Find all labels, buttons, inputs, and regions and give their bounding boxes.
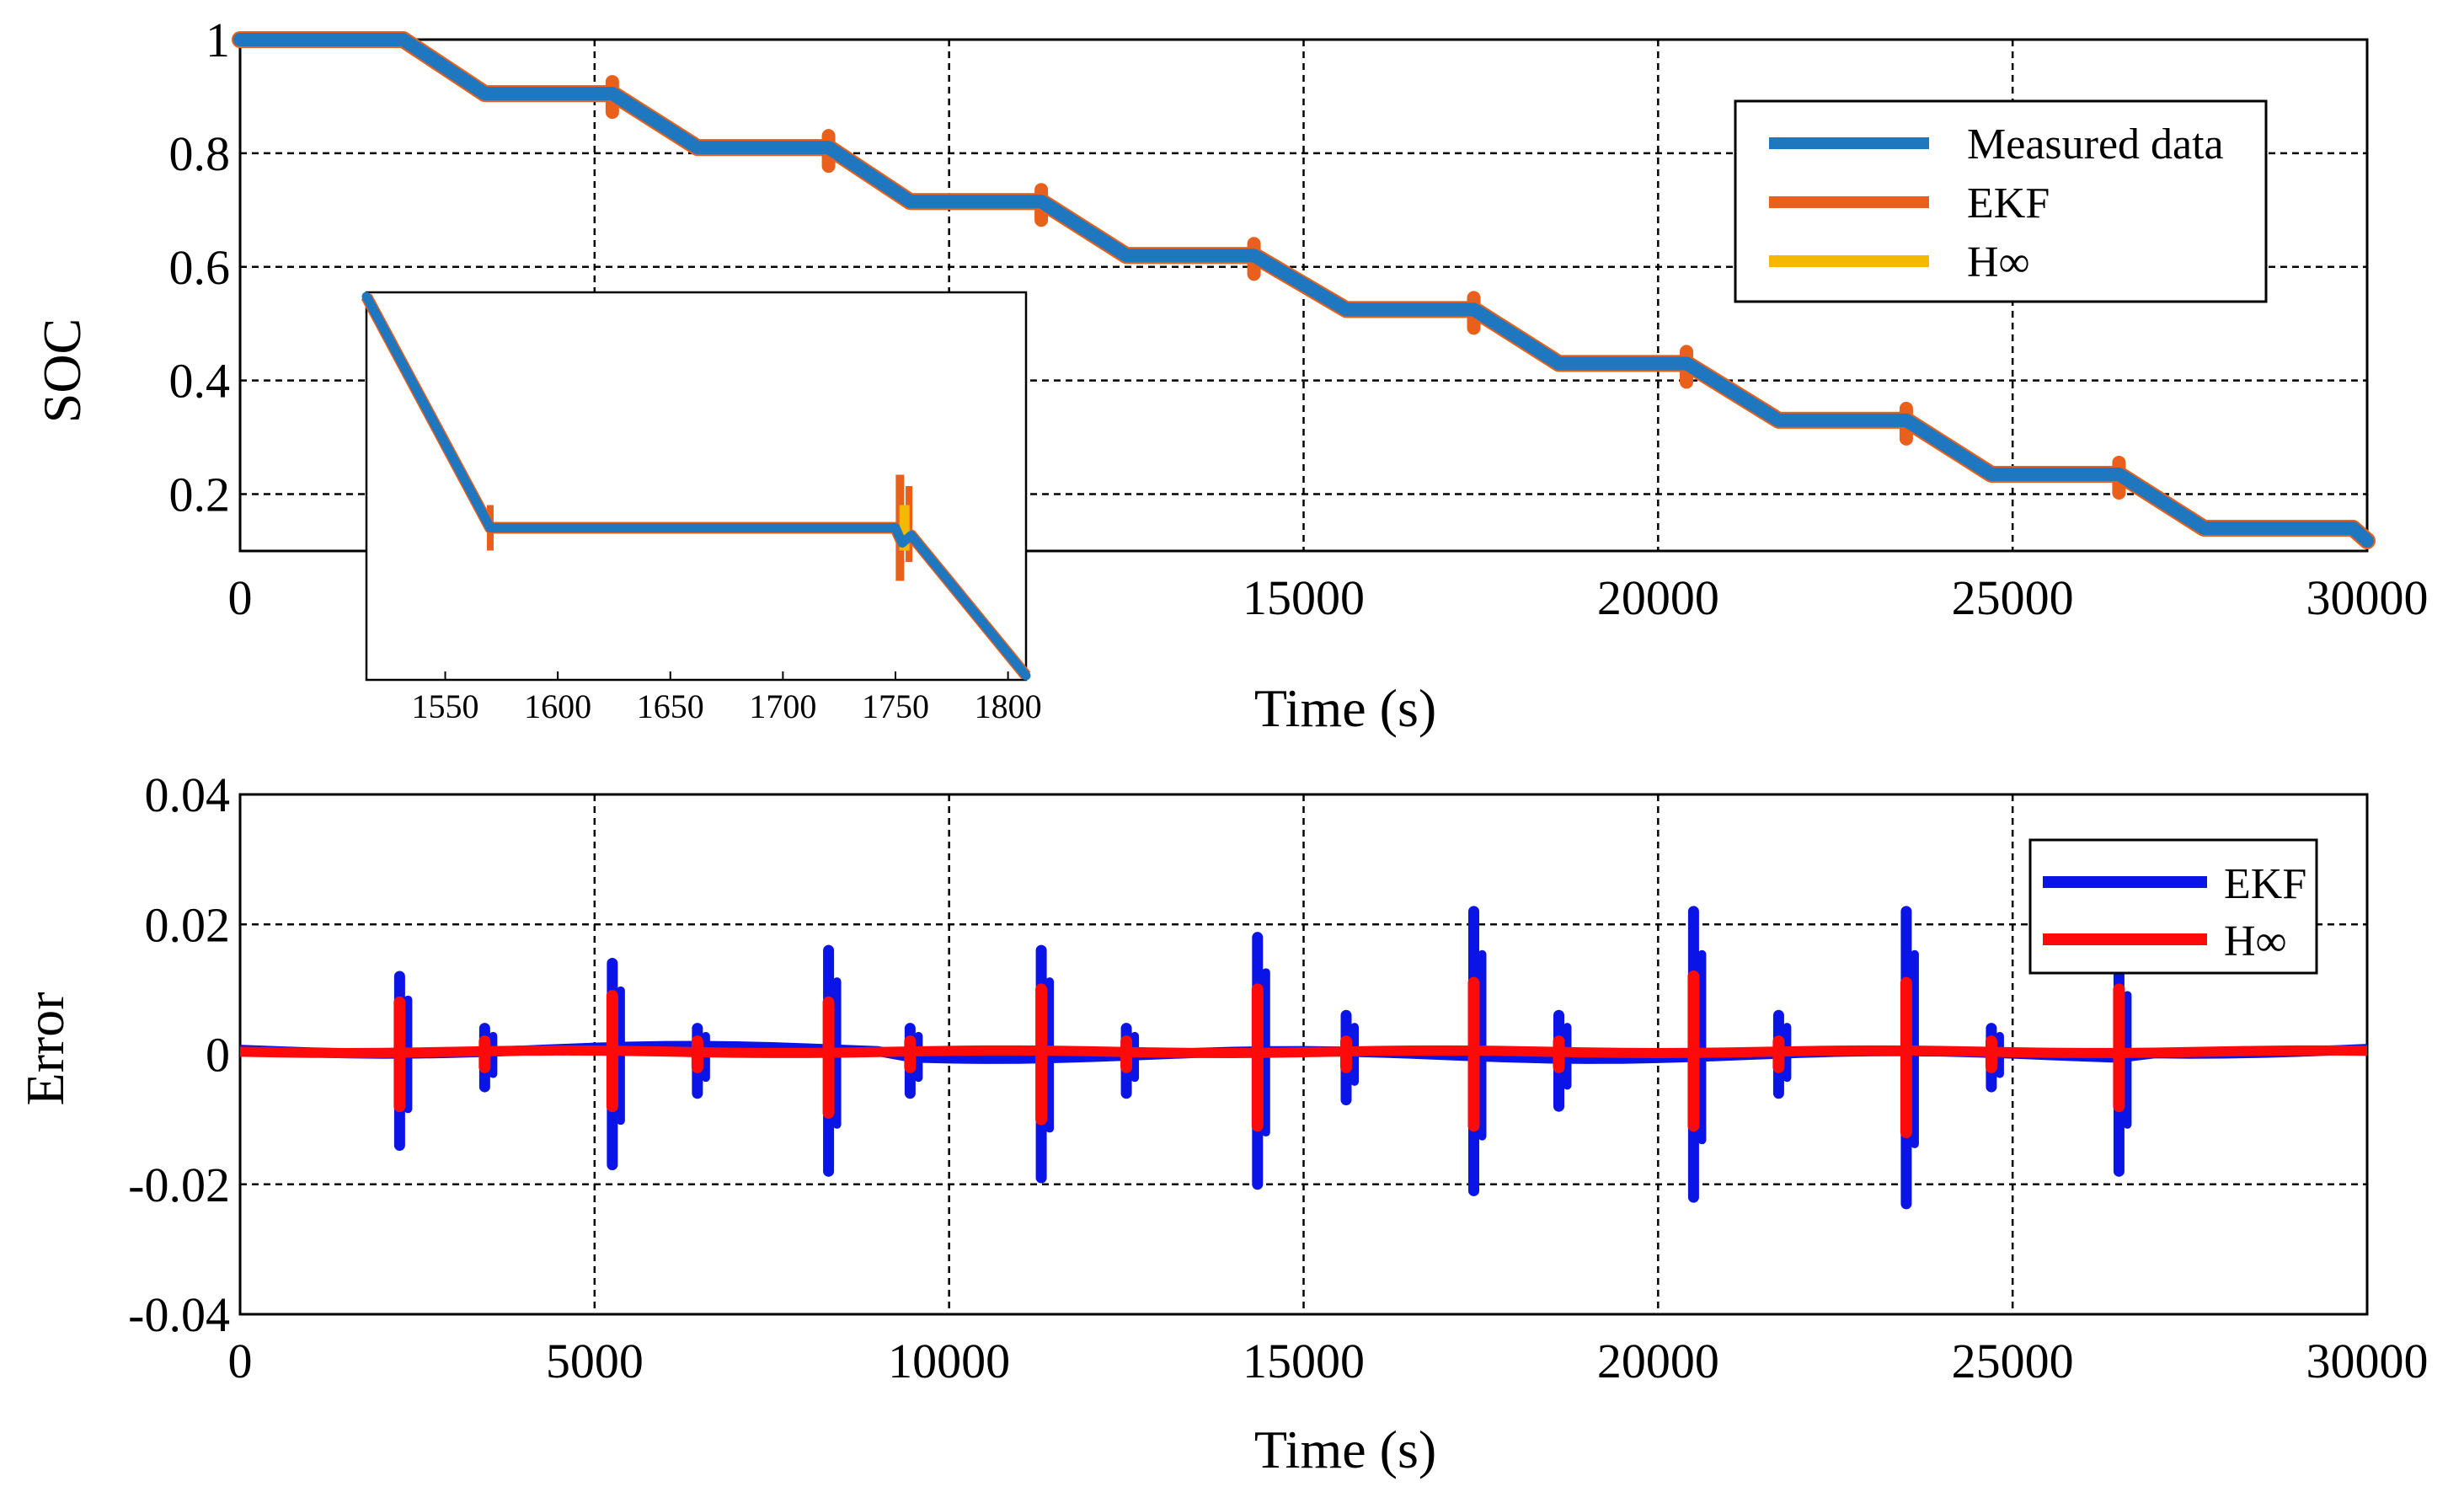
soc-xtick-label: 0 xyxy=(228,570,253,625)
inset-plot-area xyxy=(365,291,1028,682)
soc-measured-line xyxy=(233,33,2374,548)
inset-ticks: 1550 1600 1650 1700 1750 1800 xyxy=(412,671,1042,725)
soc-inset: 1550 1600 1650 1700 1750 1800 xyxy=(361,291,1042,725)
soc-xtick-label: 15000 xyxy=(1243,570,1365,625)
inset-series xyxy=(361,291,1031,681)
error-ytick-label: 0.04 xyxy=(145,767,231,822)
soc-legend: Measured data EKF H∞ xyxy=(1734,99,2268,303)
error-ytick-label: -0.04 xyxy=(128,1287,230,1342)
soc-xtick-label: 30000 xyxy=(2306,570,2429,625)
error-xtick-label: 20000 xyxy=(1597,1334,1719,1388)
legend-label-measured: Measured data xyxy=(1967,120,2224,168)
inset-xtick-label: 1700 xyxy=(749,687,816,725)
inset-xtick-label: 1800 xyxy=(975,687,1042,725)
error-series xyxy=(239,906,2368,1210)
error-panel: 0 5000 10000 15000 20000 25000 30000 -0.04 -0.02… xyxy=(15,767,2429,1479)
inset-xtick-label: 1550 xyxy=(412,687,479,725)
error-ytick-label: 0 xyxy=(206,1028,230,1083)
error-ytick-label: -0.02 xyxy=(128,1158,230,1212)
inset-xtick-label: 1650 xyxy=(637,687,704,725)
error-xtick-label: 15000 xyxy=(1243,1334,1365,1388)
legend-label-hinf-error: H∞ xyxy=(2224,917,2287,965)
legend-label-ekf-error: EKF xyxy=(2224,860,2306,908)
inset-xtick-label: 1600 xyxy=(524,687,591,725)
error-legend: EKF H∞ xyxy=(2028,838,2318,975)
soc-xlabel: Time (s) xyxy=(1254,678,1436,738)
error-ticks: 0 5000 10000 15000 20000 25000 30000 -0.04 -0.02… xyxy=(128,767,2428,1388)
legend-label-ekf: EKF xyxy=(1967,179,2050,227)
soc-xtick-label: 20000 xyxy=(1597,570,1719,625)
soc-ytick-label: 0.6 xyxy=(169,240,231,295)
error-legend-box xyxy=(2028,838,2318,975)
error-xtick-label: 10000 xyxy=(888,1334,1010,1388)
soc-xtick-label: 25000 xyxy=(1952,570,2074,625)
soc-panel: 0500010000150002000025000300000.20.40.60… xyxy=(32,13,2429,738)
inset-xtick-label: 1750 xyxy=(862,687,929,725)
soc-ytick-label: 0.8 xyxy=(169,126,231,181)
error-hinf-line xyxy=(239,1045,2368,1058)
error-xtick-label: 30000 xyxy=(2306,1334,2429,1388)
soc-ytick-label: 0.2 xyxy=(169,468,231,522)
error-ylabel: Error xyxy=(15,992,75,1105)
soc-series xyxy=(232,31,2376,549)
soc-ytick-label: 0.4 xyxy=(169,354,231,409)
error-ytick-label: 0.02 xyxy=(145,897,231,952)
soc-ylabel: SOC xyxy=(32,318,92,424)
inset-measured-line xyxy=(361,291,1031,681)
error-xtick-label: 25000 xyxy=(1952,1334,2074,1388)
soc-ytick-label: 1 xyxy=(206,13,230,67)
error-xlabel: Time (s) xyxy=(1254,1420,1436,1479)
error-xtick-label: 5000 xyxy=(546,1334,644,1388)
legend-label-hinf: H∞ xyxy=(1967,238,2030,286)
error-xtick-label: 0 xyxy=(228,1334,253,1388)
